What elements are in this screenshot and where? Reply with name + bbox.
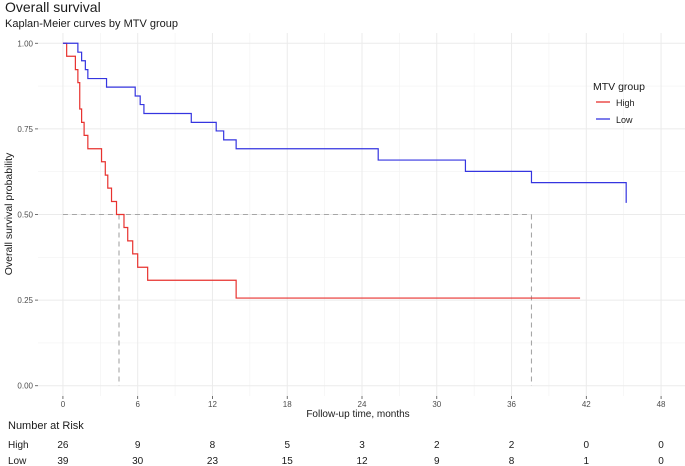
risk-table-title: Number at Risk bbox=[8, 420, 84, 432]
risk-cell-low: 23 bbox=[207, 456, 219, 466]
risk-cell-high: 9 bbox=[135, 440, 141, 451]
x-tick-label: 12 bbox=[208, 400, 217, 409]
risk-cell-low: 8 bbox=[509, 456, 515, 466]
chart-subtitle: Kaplan-Meier curves by MTV group bbox=[5, 18, 178, 30]
risk-cell-low: 12 bbox=[356, 456, 368, 466]
risk-cell-high: 2 bbox=[434, 440, 440, 451]
y-axis-ticks: 0.00 0.25 0.50 0.75 1.00 bbox=[17, 39, 38, 391]
risk-cell-low: 30 bbox=[132, 456, 144, 466]
km-curve-high bbox=[62, 42, 581, 299]
x-tick-label: 30 bbox=[432, 400, 441, 409]
x-tick-label: 48 bbox=[657, 400, 666, 409]
x-tick-label: 36 bbox=[507, 400, 516, 409]
legend-label-high: High bbox=[616, 98, 635, 108]
risk-cell-high: 26 bbox=[57, 440, 69, 451]
risk-cell-low: 9 bbox=[434, 456, 440, 466]
x-tick-label: 24 bbox=[358, 400, 367, 409]
grid-lines bbox=[38, 33, 685, 396]
risk-table-cells: 26 9 8 5 3 2 2 0 0 39 30 23 15 12 9 8 1 0 bbox=[57, 440, 664, 466]
risk-cell-high: 8 bbox=[210, 440, 216, 451]
median-survival-lines bbox=[62, 213, 533, 386]
y-tick-label: 0.75 bbox=[17, 125, 33, 134]
y-tick-label: 0.00 bbox=[17, 382, 33, 391]
risk-table: Number at Risk High Low 26 9 8 5 3 2 2 0 0 39 30 23… bbox=[8, 420, 664, 466]
survival-curves bbox=[62, 42, 627, 299]
risk-cell-high: 0 bbox=[584, 440, 590, 451]
y-tick-label: 1.00 bbox=[17, 39, 33, 48]
risk-cell-high: 3 bbox=[359, 440, 365, 451]
legend: MTV group High Low bbox=[593, 81, 645, 125]
y-tick-label: 0.50 bbox=[17, 211, 33, 220]
x-tick-label: 6 bbox=[135, 400, 140, 409]
x-tick-label: 0 bbox=[61, 400, 66, 409]
x-axis-ticks: 0 6 12 18 24 30 36 42 48 bbox=[61, 396, 666, 409]
risk-cell-low: 39 bbox=[57, 456, 69, 466]
km-curve-low bbox=[62, 42, 627, 203]
chart-title: Overall survival bbox=[5, 0, 101, 15]
risk-cell-low: 15 bbox=[282, 456, 294, 466]
y-tick-label: 0.25 bbox=[17, 296, 33, 305]
legend-title: MTV group bbox=[593, 81, 645, 93]
legend-label-low: Low bbox=[616, 115, 633, 125]
risk-cell-high: 5 bbox=[284, 440, 290, 451]
x-axis-label: Follow-up time, months bbox=[306, 409, 409, 420]
risk-cell-low: 1 bbox=[584, 456, 590, 466]
x-tick-label: 42 bbox=[582, 400, 591, 409]
y-axis-label: Overall survival probability bbox=[3, 152, 15, 275]
risk-cell-high: 2 bbox=[509, 440, 515, 451]
risk-cell-low: 0 bbox=[658, 456, 664, 466]
x-tick-label: 18 bbox=[283, 400, 292, 409]
risk-cell-high: 0 bbox=[658, 440, 664, 451]
risk-row-label-low: Low bbox=[8, 456, 27, 466]
risk-row-label-high: High bbox=[8, 440, 29, 451]
